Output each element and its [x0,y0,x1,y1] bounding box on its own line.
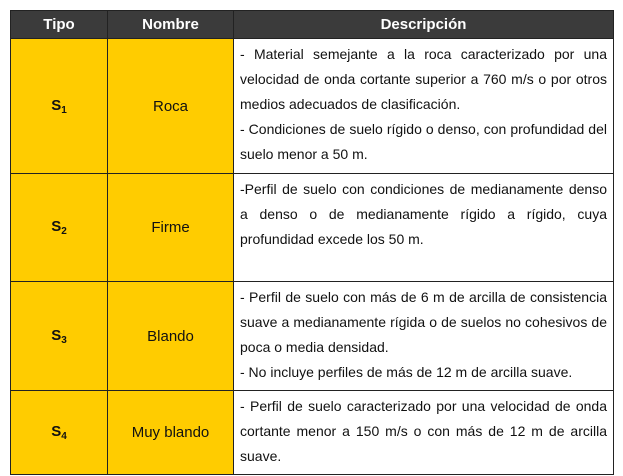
table-row: S2 Firme -Perfil de suelo con condicione… [10,173,614,282]
tipo-cell: S1 [10,38,108,174]
table-row: S3 Blando - Perfil de suelo con más de 6… [10,281,614,391]
tipo-cell: S3 [10,281,108,391]
nombre-cell: Blando [107,281,234,391]
descripcion-cell: -Perfil de suelo con condiciones de medi… [233,173,614,282]
nombre-cell: Muy blando [107,390,234,475]
soil-classification-table: Tipo Nombre Descripción S1 Roca - Materi… [10,10,614,475]
tipo-cell: S4 [10,390,108,475]
descripcion-cell: - Material semejante a la roca caracteri… [233,38,614,174]
header-descripcion: Descripción [233,10,614,39]
nombre-cell: Firme [107,173,234,282]
table-row: S1 Roca - Material semejante a la roca c… [10,38,614,174]
nombre-cell: Roca [107,38,234,174]
header-tipo: Tipo [10,10,108,39]
tipo-cell: S2 [10,173,108,282]
header-nombre: Nombre [107,10,234,39]
header-row: Tipo Nombre Descripción [10,10,614,39]
table-row: S4 Muy blando - Perfil de suelo caracter… [10,390,614,475]
descripcion-cell: - Perfil de suelo con más de 6 m de arci… [233,281,614,391]
descripcion-cell: - Perfil de suelo caracterizado por una … [233,390,614,475]
